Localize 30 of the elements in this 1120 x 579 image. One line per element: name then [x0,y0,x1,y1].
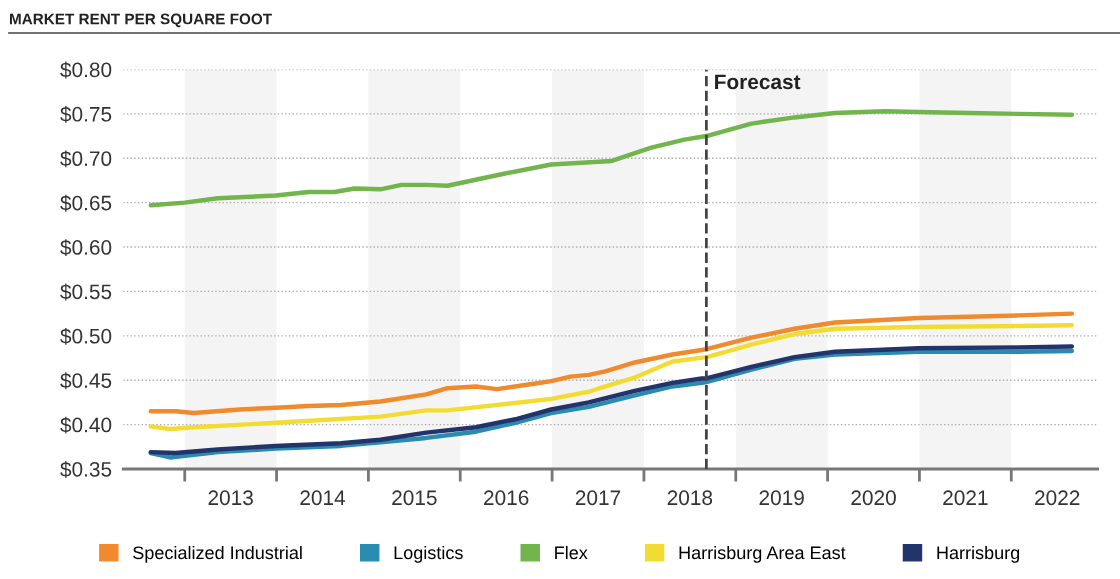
y-tick-label: $0.40 [60,416,112,434]
x-tick-label: 2020 [851,490,896,506]
x-tick-label: 2017 [575,490,621,506]
x-tick-label: 2019 [759,490,804,506]
x-tick-label: 2022 [1035,490,1080,506]
line-series [148,322,1075,432]
legend-label: Harrisburg [937,545,1020,563]
line-series [148,108,1075,208]
legend-label: Harrisburg Area East [679,545,846,563]
legend-label: Specialized Industrial [133,545,302,563]
x-tick-label: 2015 [392,490,437,506]
x-tick-label: 2016 [484,490,529,506]
chart-title: MARKET RENT PER SQUARE FOOT [9,13,272,28]
y-tick-label: $0.35 [60,461,112,478]
x-tick-label: 2014 [300,490,346,506]
y-tick-label: $0.80 [60,61,112,79]
legend-label: Logistics [394,545,463,563]
y-tick-label: $0.45 [60,372,112,390]
line-series [148,311,1075,416]
x-tick-label: 2021 [943,490,988,506]
y-tick-label: $0.55 [60,283,112,301]
ref-line-label: Forecast [715,74,801,90]
y-tick-label: $0.50 [60,327,112,345]
x-tick-label: 2018 [667,490,713,506]
y-tick-label: $0.60 [60,239,112,257]
y-tick-label: $0.65 [60,194,112,212]
legend-label: Flex [555,545,588,560]
y-tick-label: $0.70 [60,150,112,168]
x-tick-label: 2013 [208,490,253,506]
y-tick-label: $0.75 [60,106,112,123]
